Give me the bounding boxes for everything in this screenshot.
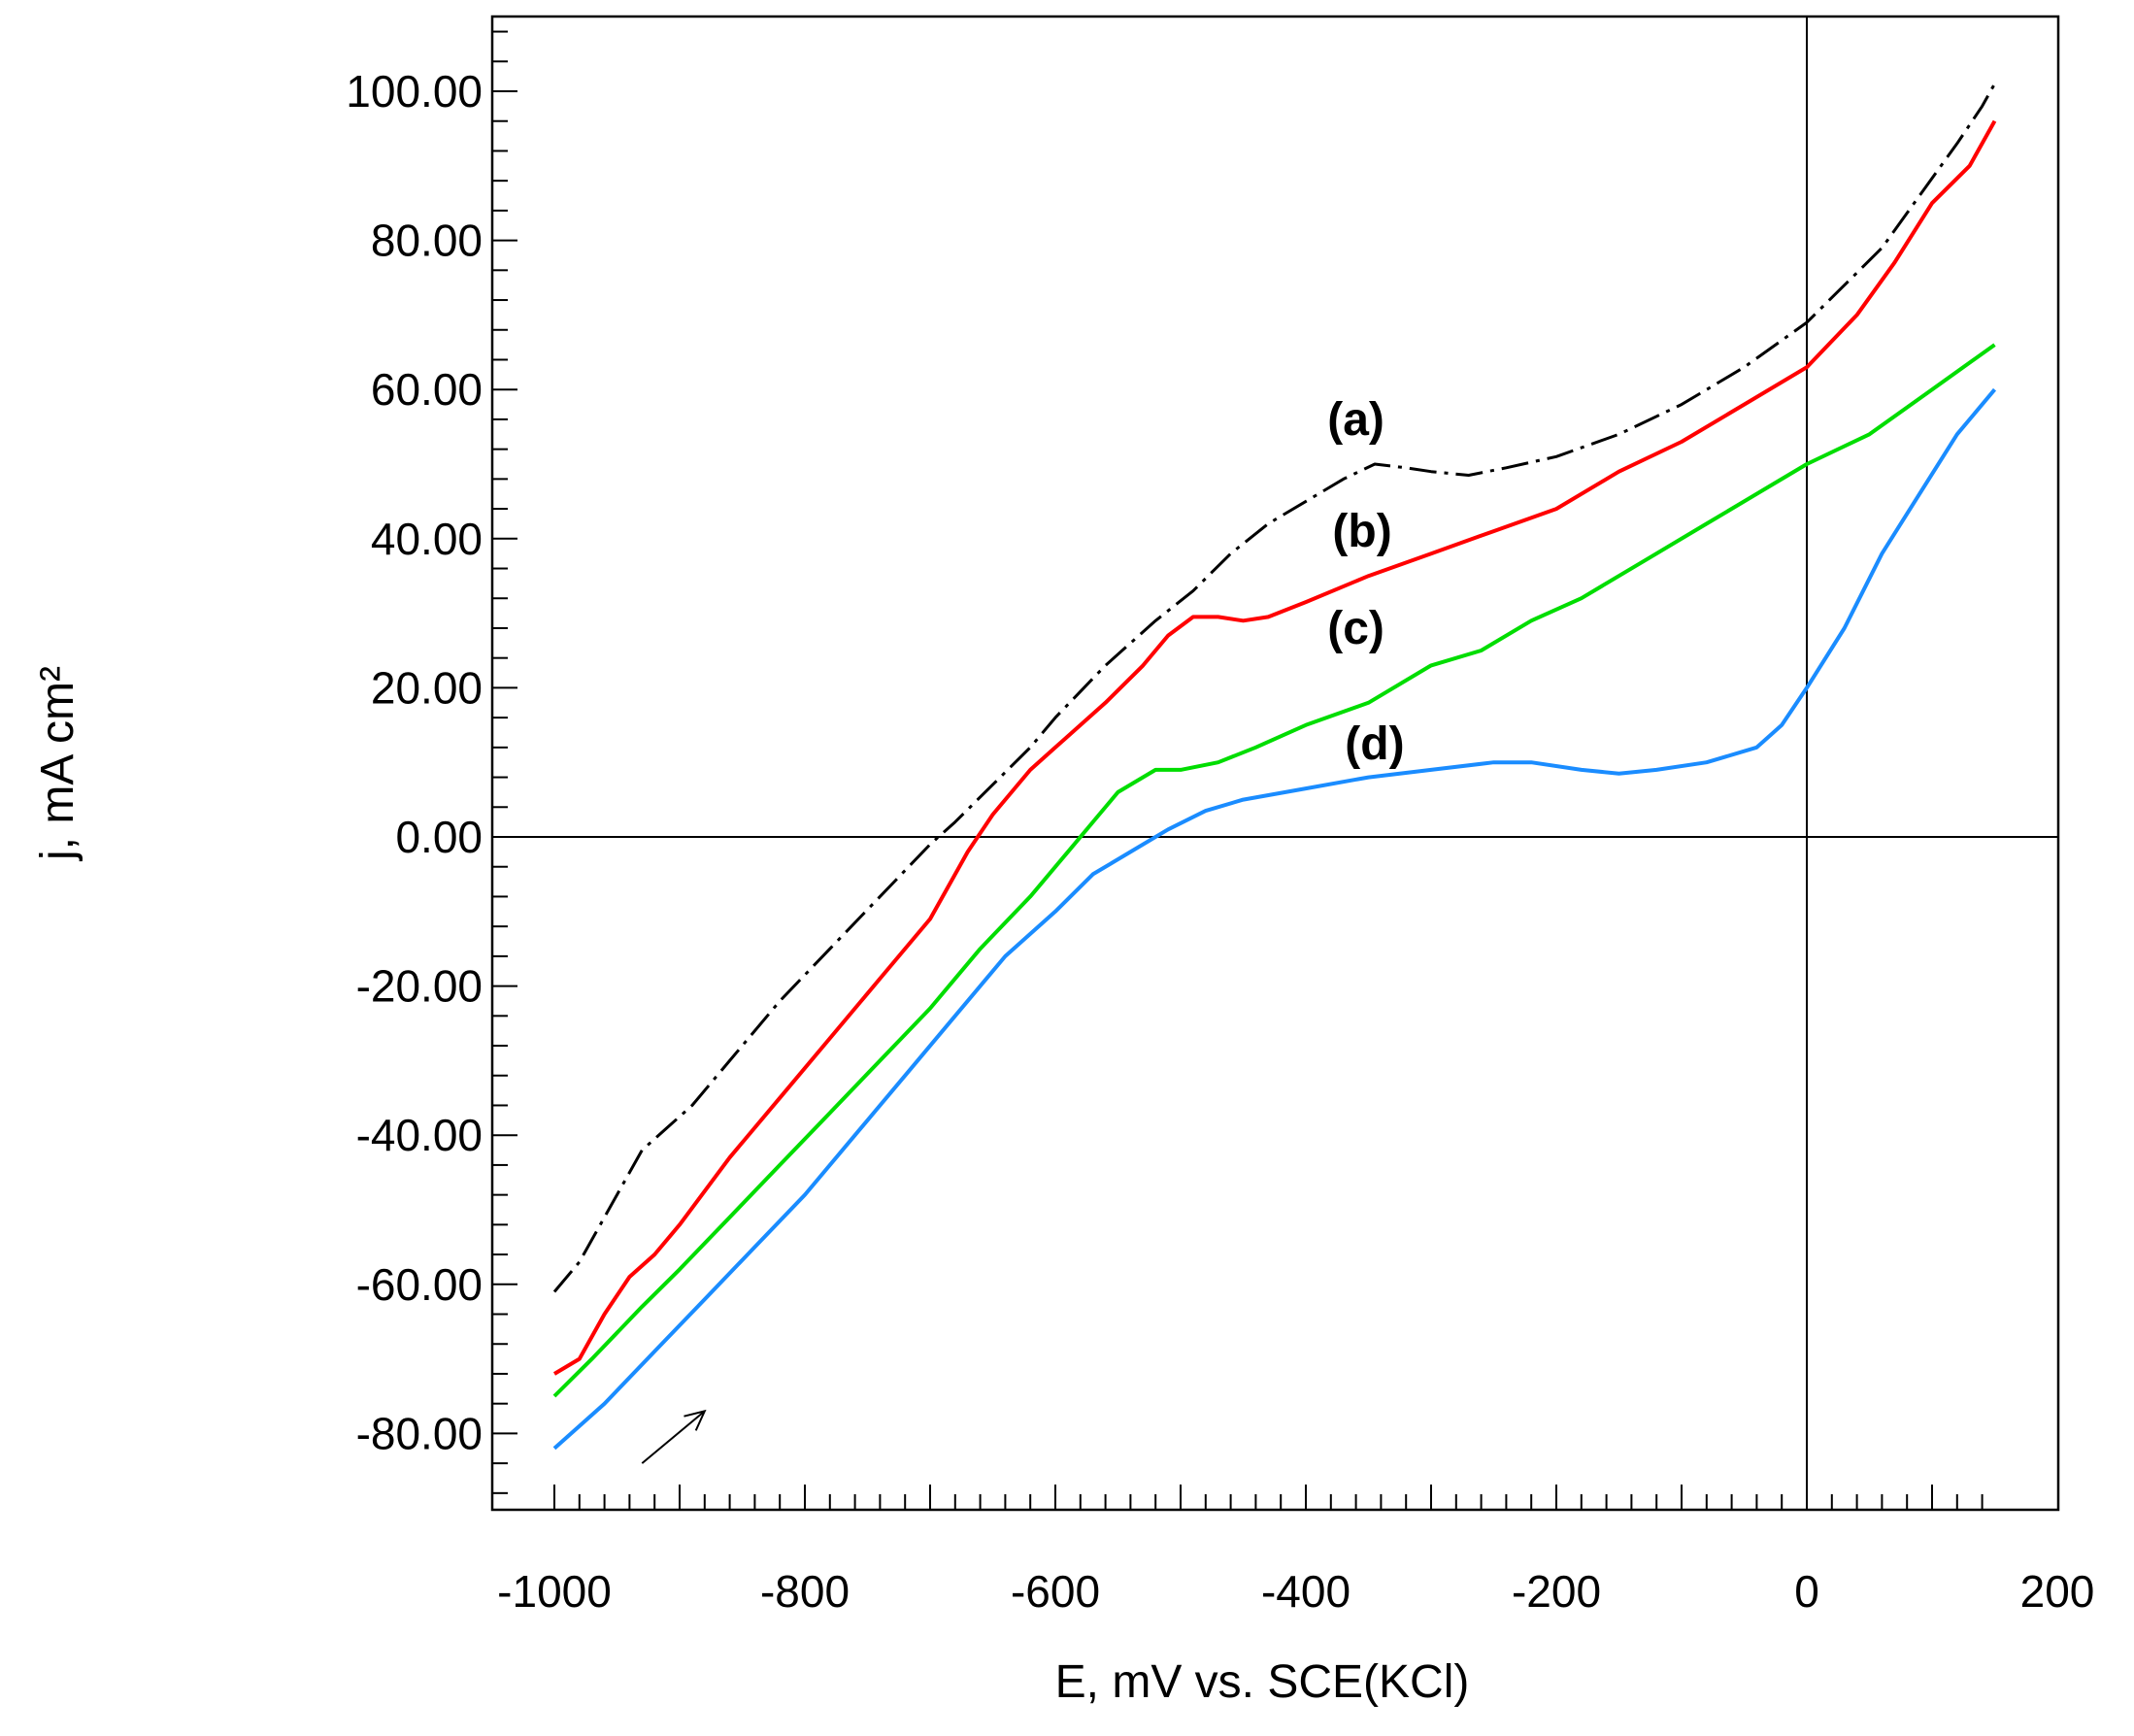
scan-arrow-shaft: [641, 1410, 706, 1464]
scan-arrow-head: [684, 1409, 707, 1431]
y-tick-label: 100.00: [346, 66, 483, 117]
x-tick-label: -200: [1512, 1566, 1601, 1617]
y-tick-label: -60.00: [356, 1259, 483, 1310]
y-tick-label: 60.00: [371, 364, 483, 415]
y-tick-label: -20.00: [356, 961, 483, 1012]
curve-label-a: (a): [1327, 394, 1384, 446]
curve-label-c: (c): [1327, 603, 1384, 654]
y-tick-label: 80.00: [371, 216, 483, 266]
series-line-c: [552, 343, 1996, 1398]
plot-frame: [490, 15, 2060, 1512]
y-tick-label: -40.00: [356, 1110, 483, 1160]
curve-label-b: (b): [1332, 506, 1391, 557]
y-axis-title: j, mA cm²: [32, 666, 83, 862]
x-tick-label: 0: [1794, 1566, 1819, 1617]
x-tick-label: 200: [2020, 1566, 2095, 1617]
series-line-b: [552, 119, 1997, 1376]
series-line-a: [552, 83, 1996, 1293]
y-tick-label: 40.00: [371, 514, 483, 564]
curve-label-d: (d): [1345, 718, 1404, 770]
x-tick-label: -1000: [497, 1566, 612, 1617]
series-line-d: [552, 387, 1997, 1451]
y-tick-label: 20.00: [371, 662, 483, 713]
x-axis-title: E, mV vs. SCE(KCl): [1055, 1656, 1470, 1708]
x-tick-label: -800: [760, 1566, 850, 1617]
x-tick-label: -400: [1261, 1566, 1350, 1617]
y-tick-label: -80.00: [356, 1408, 483, 1458]
x-tick-label: -600: [1011, 1566, 1100, 1617]
y-tick-label: 0.00: [395, 812, 483, 862]
